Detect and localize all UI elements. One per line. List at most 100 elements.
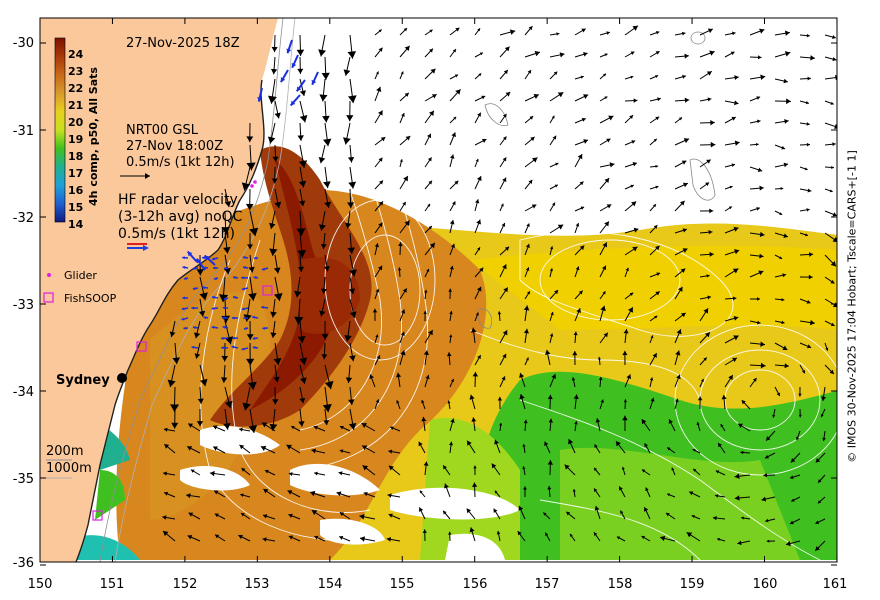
gsl-arrow-head xyxy=(262,537,267,542)
gsl-arrow-head xyxy=(557,92,564,98)
gsl-arrow-head xyxy=(710,141,716,148)
gsl-arrow-head xyxy=(655,116,660,121)
hf-arrow-head xyxy=(191,306,195,310)
seamount-1 xyxy=(690,31,706,45)
gsl-arrow-head xyxy=(603,73,606,77)
colorbar-tick: 15 xyxy=(68,201,83,214)
gsl-arrow-head xyxy=(656,272,661,277)
gsl-arrow-head xyxy=(798,393,802,397)
gsl-arrow-head xyxy=(786,98,791,105)
gsl-arrow-head xyxy=(703,357,707,361)
gsl-arrow-head xyxy=(500,203,504,207)
gsl-arrow-head xyxy=(503,287,508,293)
legend-fishsoop-label: FishSOOP xyxy=(64,292,117,305)
seamount-3 xyxy=(477,308,493,329)
gsl-arrow-head xyxy=(431,94,437,99)
gsl-arrow-head xyxy=(547,394,553,400)
gsl-arrow-head xyxy=(427,203,431,207)
gsl-arrow-head xyxy=(572,350,578,356)
gsl-arrow-head xyxy=(606,31,610,35)
gsl-arrow-head xyxy=(578,290,583,295)
gsl-arrow-head xyxy=(164,491,169,496)
sst-warm-core xyxy=(250,160,333,410)
gsl-arrow-head xyxy=(682,248,688,253)
gsl-arrow-head xyxy=(717,537,721,541)
gsl-arrow-head xyxy=(641,536,645,540)
gsl-arrow-head xyxy=(493,508,498,513)
gsl-arrow-head xyxy=(580,75,584,79)
gsl-arrow-head xyxy=(832,302,837,308)
gsl-arrow-head xyxy=(395,372,402,378)
gsl-arrow-head xyxy=(481,95,486,100)
gsl-arrow-head xyxy=(801,370,805,374)
gsl-arrow-head xyxy=(789,520,794,525)
gsl-arrow-head xyxy=(469,527,475,533)
gsl-arrow-head xyxy=(472,371,479,377)
gsl-arrow-head xyxy=(360,536,366,542)
hf-arrow-head xyxy=(286,48,292,54)
gsl-arrow-head xyxy=(757,167,763,172)
gsl-arrow-head xyxy=(449,154,455,159)
gsl-arrow-head xyxy=(526,291,530,295)
gsl-arrow-head xyxy=(608,115,614,121)
gsl-arrow-head xyxy=(402,201,406,206)
gsl-arrow-head xyxy=(604,53,608,57)
gsl-arrow-head xyxy=(321,334,329,340)
gsl-arrow-head xyxy=(668,419,673,424)
depth-1000m-label: 1000m xyxy=(46,461,92,476)
gsl-arrow-head xyxy=(299,90,306,97)
gsl-arrow-head xyxy=(449,334,453,338)
gsl-arrow-head xyxy=(547,460,554,465)
gsl-arrow-head xyxy=(707,97,712,102)
gsl-arrow-head xyxy=(783,78,788,84)
depth-legend: 200m 1000m xyxy=(46,444,92,479)
gsl-arrow-head xyxy=(798,414,802,418)
gsl-arrow-head xyxy=(239,427,243,432)
gsl-arrow-head xyxy=(805,233,808,237)
gsl-arrow-head xyxy=(399,159,403,163)
hf-arrow-head xyxy=(222,325,226,329)
gsl-arrow-head xyxy=(454,180,459,185)
gsl-arrow-head xyxy=(274,201,282,209)
gsl-arrow-head xyxy=(503,69,508,75)
gsl-arrow-head xyxy=(641,469,646,473)
gsl-arrow-head xyxy=(186,493,191,499)
gsl-arrow-head xyxy=(655,164,659,168)
gsl-arrow-head xyxy=(830,279,835,284)
gsl-scale-arrowhead xyxy=(145,173,150,179)
colorbar-gradient xyxy=(54,37,66,223)
gsl-arrow-head xyxy=(400,331,405,336)
gsl-arrow-head xyxy=(197,398,204,404)
gsl-arrow-head xyxy=(684,53,689,59)
gsl-arrow-head xyxy=(697,396,703,401)
gsl-arrow-head xyxy=(594,506,600,511)
gsl-arrow-head xyxy=(625,267,629,272)
gsl-arrow-head xyxy=(832,142,836,147)
gsl-arrow-head xyxy=(704,332,710,338)
gsl-arrow-head xyxy=(834,123,837,130)
gsl-arrow-head xyxy=(830,101,834,105)
gsl-arrow-head xyxy=(534,50,540,57)
gsl-arrow-head xyxy=(466,508,472,514)
gsl-arrow-head xyxy=(632,246,638,252)
gsl-arrow-head xyxy=(632,25,638,31)
gsl-arrow-head xyxy=(221,226,230,234)
gsl-arrow-head xyxy=(626,374,632,380)
gsl-arrow-head xyxy=(260,445,267,451)
gsl-arrow-head xyxy=(423,350,430,356)
gsl-arrow-head xyxy=(423,311,427,315)
gsl-arrow-head xyxy=(400,350,406,356)
gsl-arrow-head xyxy=(362,465,369,471)
gsl-arrow-head xyxy=(806,344,812,349)
gsl-arrow-head xyxy=(359,514,365,520)
y-axis-labels: -30 -31 -32 -33 -34 -35 -36 xyxy=(13,36,34,571)
gsl-arrow-head xyxy=(554,290,559,295)
gsl-arrow-head xyxy=(297,266,305,272)
gsl-arrow-head xyxy=(554,184,558,188)
hf-arrow-head xyxy=(242,256,246,260)
hf-arrow-head xyxy=(261,305,264,309)
gsl-arrow-head xyxy=(320,288,327,294)
gsl-arrow-head xyxy=(593,488,598,493)
gsl-arrow-head xyxy=(525,357,529,361)
